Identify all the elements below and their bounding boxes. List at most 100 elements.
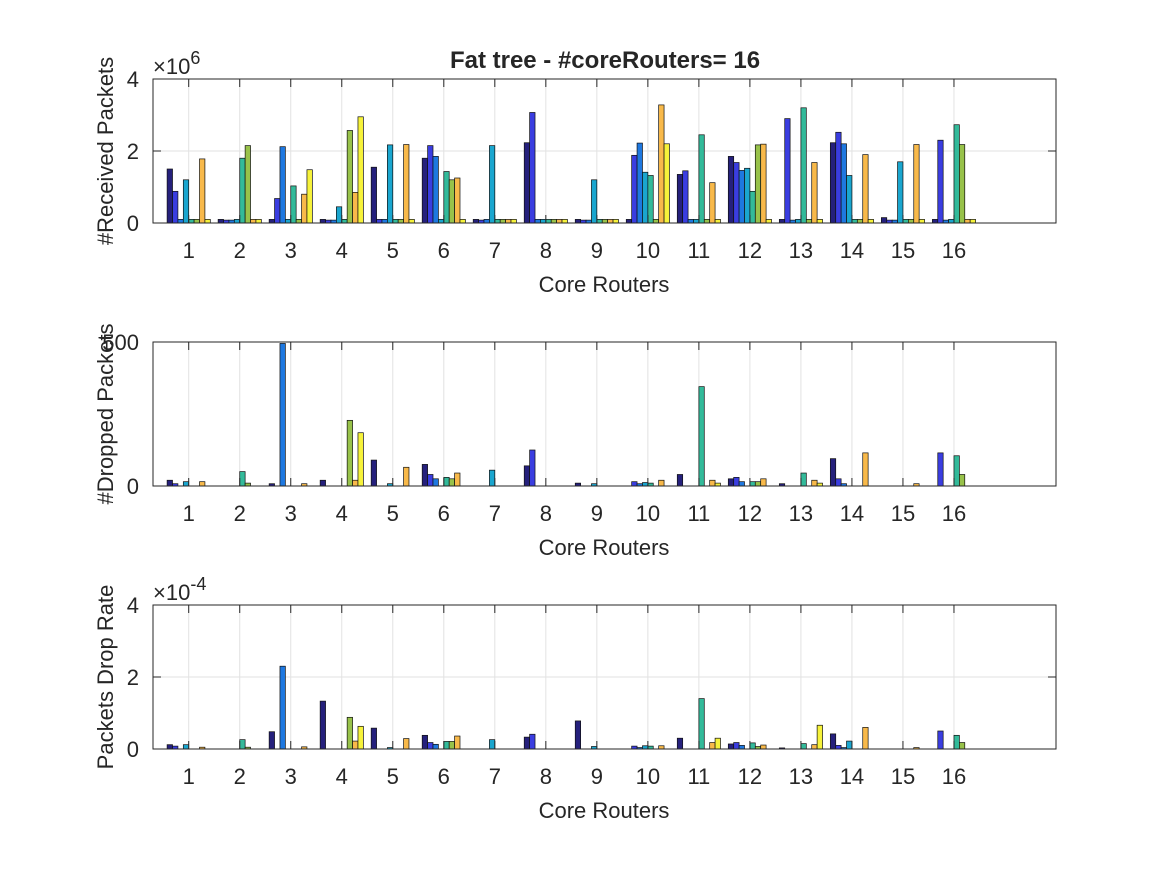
bar <box>499 219 506 224</box>
bar <box>443 741 450 750</box>
bar <box>306 169 313 224</box>
bar <box>336 206 343 224</box>
bar <box>964 219 971 224</box>
bar <box>370 459 377 487</box>
bar <box>421 464 428 487</box>
bar <box>421 734 428 750</box>
bar <box>295 219 302 224</box>
x-tick-label: 3 <box>285 501 297 526</box>
bar <box>738 481 745 487</box>
bar <box>432 478 439 487</box>
bar <box>199 481 206 487</box>
bar <box>959 144 966 224</box>
bar <box>268 731 275 750</box>
bar <box>392 219 399 224</box>
bar <box>738 170 745 224</box>
bar <box>714 737 721 750</box>
bar <box>489 469 496 487</box>
bar <box>749 481 756 487</box>
bar <box>682 170 689 224</box>
bar <box>703 219 711 224</box>
bar <box>913 144 920 224</box>
bar <box>448 741 455 750</box>
x-axis-label: Core Routers <box>539 535 670 560</box>
bar <box>765 219 772 224</box>
bar <box>233 219 241 224</box>
x-tick-label: 13 <box>789 764 813 789</box>
y-tick-label: 0 <box>127 211 139 236</box>
bar <box>784 118 791 224</box>
bar <box>279 146 286 224</box>
bar <box>489 739 496 750</box>
bar <box>897 161 904 224</box>
bar <box>239 157 246 224</box>
bar <box>403 144 410 224</box>
bar <box>352 740 359 750</box>
bar <box>523 465 530 487</box>
bar <box>408 219 415 224</box>
bar <box>846 740 853 750</box>
bar <box>636 142 643 224</box>
x-tick-label: 15 <box>891 238 915 263</box>
bar <box>727 156 735 224</box>
bar <box>880 217 888 224</box>
x-tick-label: 5 <box>387 238 399 263</box>
bar <box>727 743 735 750</box>
bar <box>346 716 353 750</box>
x-tick-label: 9 <box>591 238 603 263</box>
bar <box>795 219 802 224</box>
x-tick-label: 2 <box>234 501 246 526</box>
x-tick-label: 16 <box>942 238 966 263</box>
bar <box>754 481 762 487</box>
x-tick-label: 1 <box>183 501 195 526</box>
bar <box>387 144 394 224</box>
bar <box>217 219 224 224</box>
bar <box>540 219 547 224</box>
y-tick-label: 2 <box>127 665 139 690</box>
bar <box>319 700 326 750</box>
x-tick-label: 1 <box>183 238 195 263</box>
bar <box>370 727 377 750</box>
x-tick-label: 13 <box>789 238 813 263</box>
bar <box>816 724 823 750</box>
bar <box>403 738 410 750</box>
bar <box>698 134 705 224</box>
x-tick-label: 15 <box>891 764 915 789</box>
y-tick-label: 4 <box>127 67 139 92</box>
bar <box>744 167 751 224</box>
bar <box>523 736 530 750</box>
bar <box>749 190 756 224</box>
bar <box>811 744 818 750</box>
bar <box>835 131 842 224</box>
bar <box>182 481 190 487</box>
bar <box>443 477 450 487</box>
bar <box>489 145 496 224</box>
y-tick-label: 500 <box>102 330 139 355</box>
bar <box>279 665 286 750</box>
bar <box>918 219 925 224</box>
bar <box>494 219 501 224</box>
bar <box>193 219 200 224</box>
bar <box>545 219 552 224</box>
bar <box>268 219 275 224</box>
bar <box>937 139 944 224</box>
bar <box>346 130 353 224</box>
bar <box>166 479 173 487</box>
bar <box>959 742 966 750</box>
bar <box>749 742 756 750</box>
bar <box>835 478 842 487</box>
bar <box>862 154 869 224</box>
bar <box>596 219 603 224</box>
bar <box>239 739 246 750</box>
x-tick-label: 14 <box>840 501 864 526</box>
x-tick-label: 11 <box>687 764 710 789</box>
x-tick-label: 6 <box>438 238 450 263</box>
bar <box>357 725 364 750</box>
bar <box>550 219 557 224</box>
bar <box>376 219 383 224</box>
y-tick-label: 4 <box>127 593 139 618</box>
bar <box>663 143 670 224</box>
bar <box>851 219 858 224</box>
